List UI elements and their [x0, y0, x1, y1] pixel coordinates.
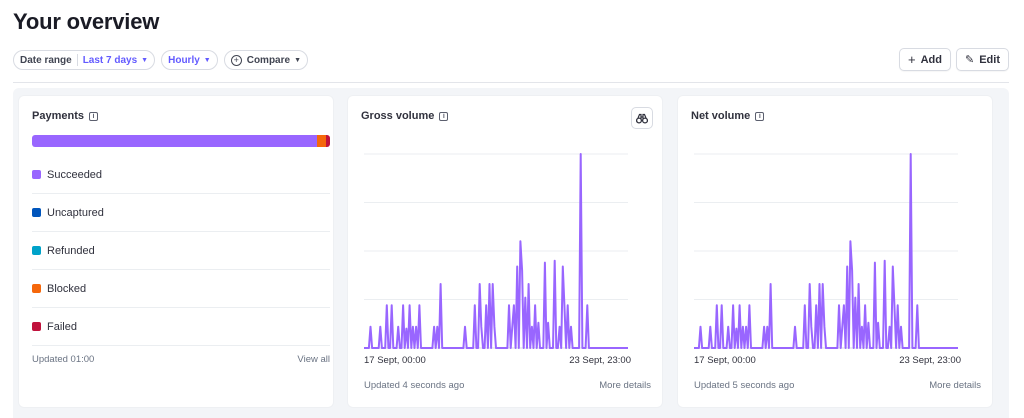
net-volume-chart[interactable] — [694, 146, 958, 361]
payments-legend: Succeeded Uncaptured Refunded Blocked Failed — [32, 156, 330, 346]
payments-updated: Updated 01:00 — [32, 354, 95, 365]
gross-volume-title-text: Gross volume — [361, 110, 435, 122]
info-icon[interactable]: i — [88, 111, 98, 121]
legend-label: Refunded — [47, 244, 95, 257]
legend-swatch — [32, 208, 41, 217]
header-divider — [13, 82, 1009, 83]
gross-volume-card[interactable]: Gross volume i 17 Sept, 00:00 23 Sept, 2… — [348, 96, 662, 407]
legend-item-refunded[interactable]: Refunded — [32, 232, 330, 270]
x-axis-end-label: 23 Sept, 23:00 — [899, 355, 961, 366]
info-icon[interactable]: i — [755, 111, 765, 121]
net-volume-title-text: Net volume — [691, 110, 751, 122]
compare-label: Compare — [246, 54, 291, 66]
info-icon[interactable]: i — [439, 111, 449, 121]
payments-title: Payments i — [32, 110, 98, 122]
legend-swatch — [32, 322, 41, 331]
legend-swatch — [32, 246, 41, 255]
binoculars-icon[interactable] — [631, 107, 653, 129]
legend-item-blocked[interactable]: Blocked — [32, 270, 330, 308]
edit-button[interactable]: ✎ Edit — [956, 48, 1009, 71]
x-axis-end-label: 23 Sept, 23:00 — [569, 355, 631, 366]
legend-item-failed[interactable]: Failed — [32, 308, 330, 346]
legend-label: Uncaptured — [47, 206, 104, 219]
legend-item-succeeded[interactable]: Succeeded — [32, 156, 330, 194]
add-button-label: Add — [920, 53, 942, 66]
legend-swatch — [32, 170, 41, 179]
interval-value: Hourly — [168, 54, 200, 66]
compare-filter[interactable]: + Compare ▼ — [223, 50, 309, 70]
gross-volume-chart[interactable] — [364, 146, 628, 361]
bar-segment-blocked — [316, 135, 326, 147]
plus-icon: + — [908, 52, 916, 67]
view-all-link[interactable]: View all — [297, 354, 330, 365]
more-details-link[interactable]: More details — [929, 380, 981, 391]
net-volume-title: Net volume i — [691, 110, 765, 122]
line-chart-svg — [364, 153, 628, 349]
legend-label: Blocked — [47, 282, 87, 295]
pencil-icon: ✎ — [965, 54, 975, 66]
date-range-label: Date range — [20, 54, 72, 66]
bar-segment-failed — [325, 135, 330, 147]
add-button[interactable]: + Add — [899, 48, 951, 71]
bar-segment-succeeded — [32, 135, 317, 147]
date-range-value: Last 7 days — [82, 54, 138, 66]
payments-title-text: Payments — [32, 110, 84, 122]
gross-volume-title: Gross volume i — [361, 110, 449, 122]
line-chart-svg — [694, 153, 958, 349]
interval-filter[interactable]: Hourly ▼ — [161, 50, 218, 70]
net-volume-updated: Updated 5 seconds ago — [694, 380, 795, 391]
legend-label: Failed — [47, 320, 77, 333]
legend-item-uncaptured[interactable]: Uncaptured — [32, 194, 330, 232]
more-details-link[interactable]: More details — [599, 380, 651, 391]
plus-circle-icon: + — [230, 54, 242, 66]
chevron-down-icon: ▼ — [141, 56, 149, 64]
filter-bar: Date range Last 7 days ▼ Hourly ▼ + Comp… — [13, 50, 309, 70]
chart-series-line — [364, 153, 628, 349]
chevron-down-icon: ▼ — [203, 56, 211, 64]
net-volume-card[interactable]: Net volume i 17 Sept, 00:00 23 Sept, 23:… — [678, 96, 992, 407]
gross-volume-updated: Updated 4 seconds ago — [364, 380, 465, 391]
chart-series-line — [694, 153, 958, 349]
pill-separator — [76, 54, 78, 66]
payments-card[interactable]: Payments i Succeeded Uncaptured Refunded Bl… — [19, 96, 333, 407]
x-axis-start-label: 17 Sept, 00:00 — [694, 355, 756, 366]
edit-button-label: Edit — [979, 53, 1000, 66]
legend-label: Succeeded — [47, 168, 103, 181]
header-actions: + Add ✎ Edit — [899, 48, 1009, 71]
payments-stacked-bar — [32, 135, 330, 147]
page-title: Your overview — [13, 9, 160, 34]
chevron-down-icon: ▼ — [294, 56, 302, 64]
date-range-filter[interactable]: Date range Last 7 days ▼ — [13, 50, 156, 70]
x-axis-start-label: 17 Sept, 00:00 — [364, 355, 426, 366]
legend-swatch — [32, 284, 41, 293]
